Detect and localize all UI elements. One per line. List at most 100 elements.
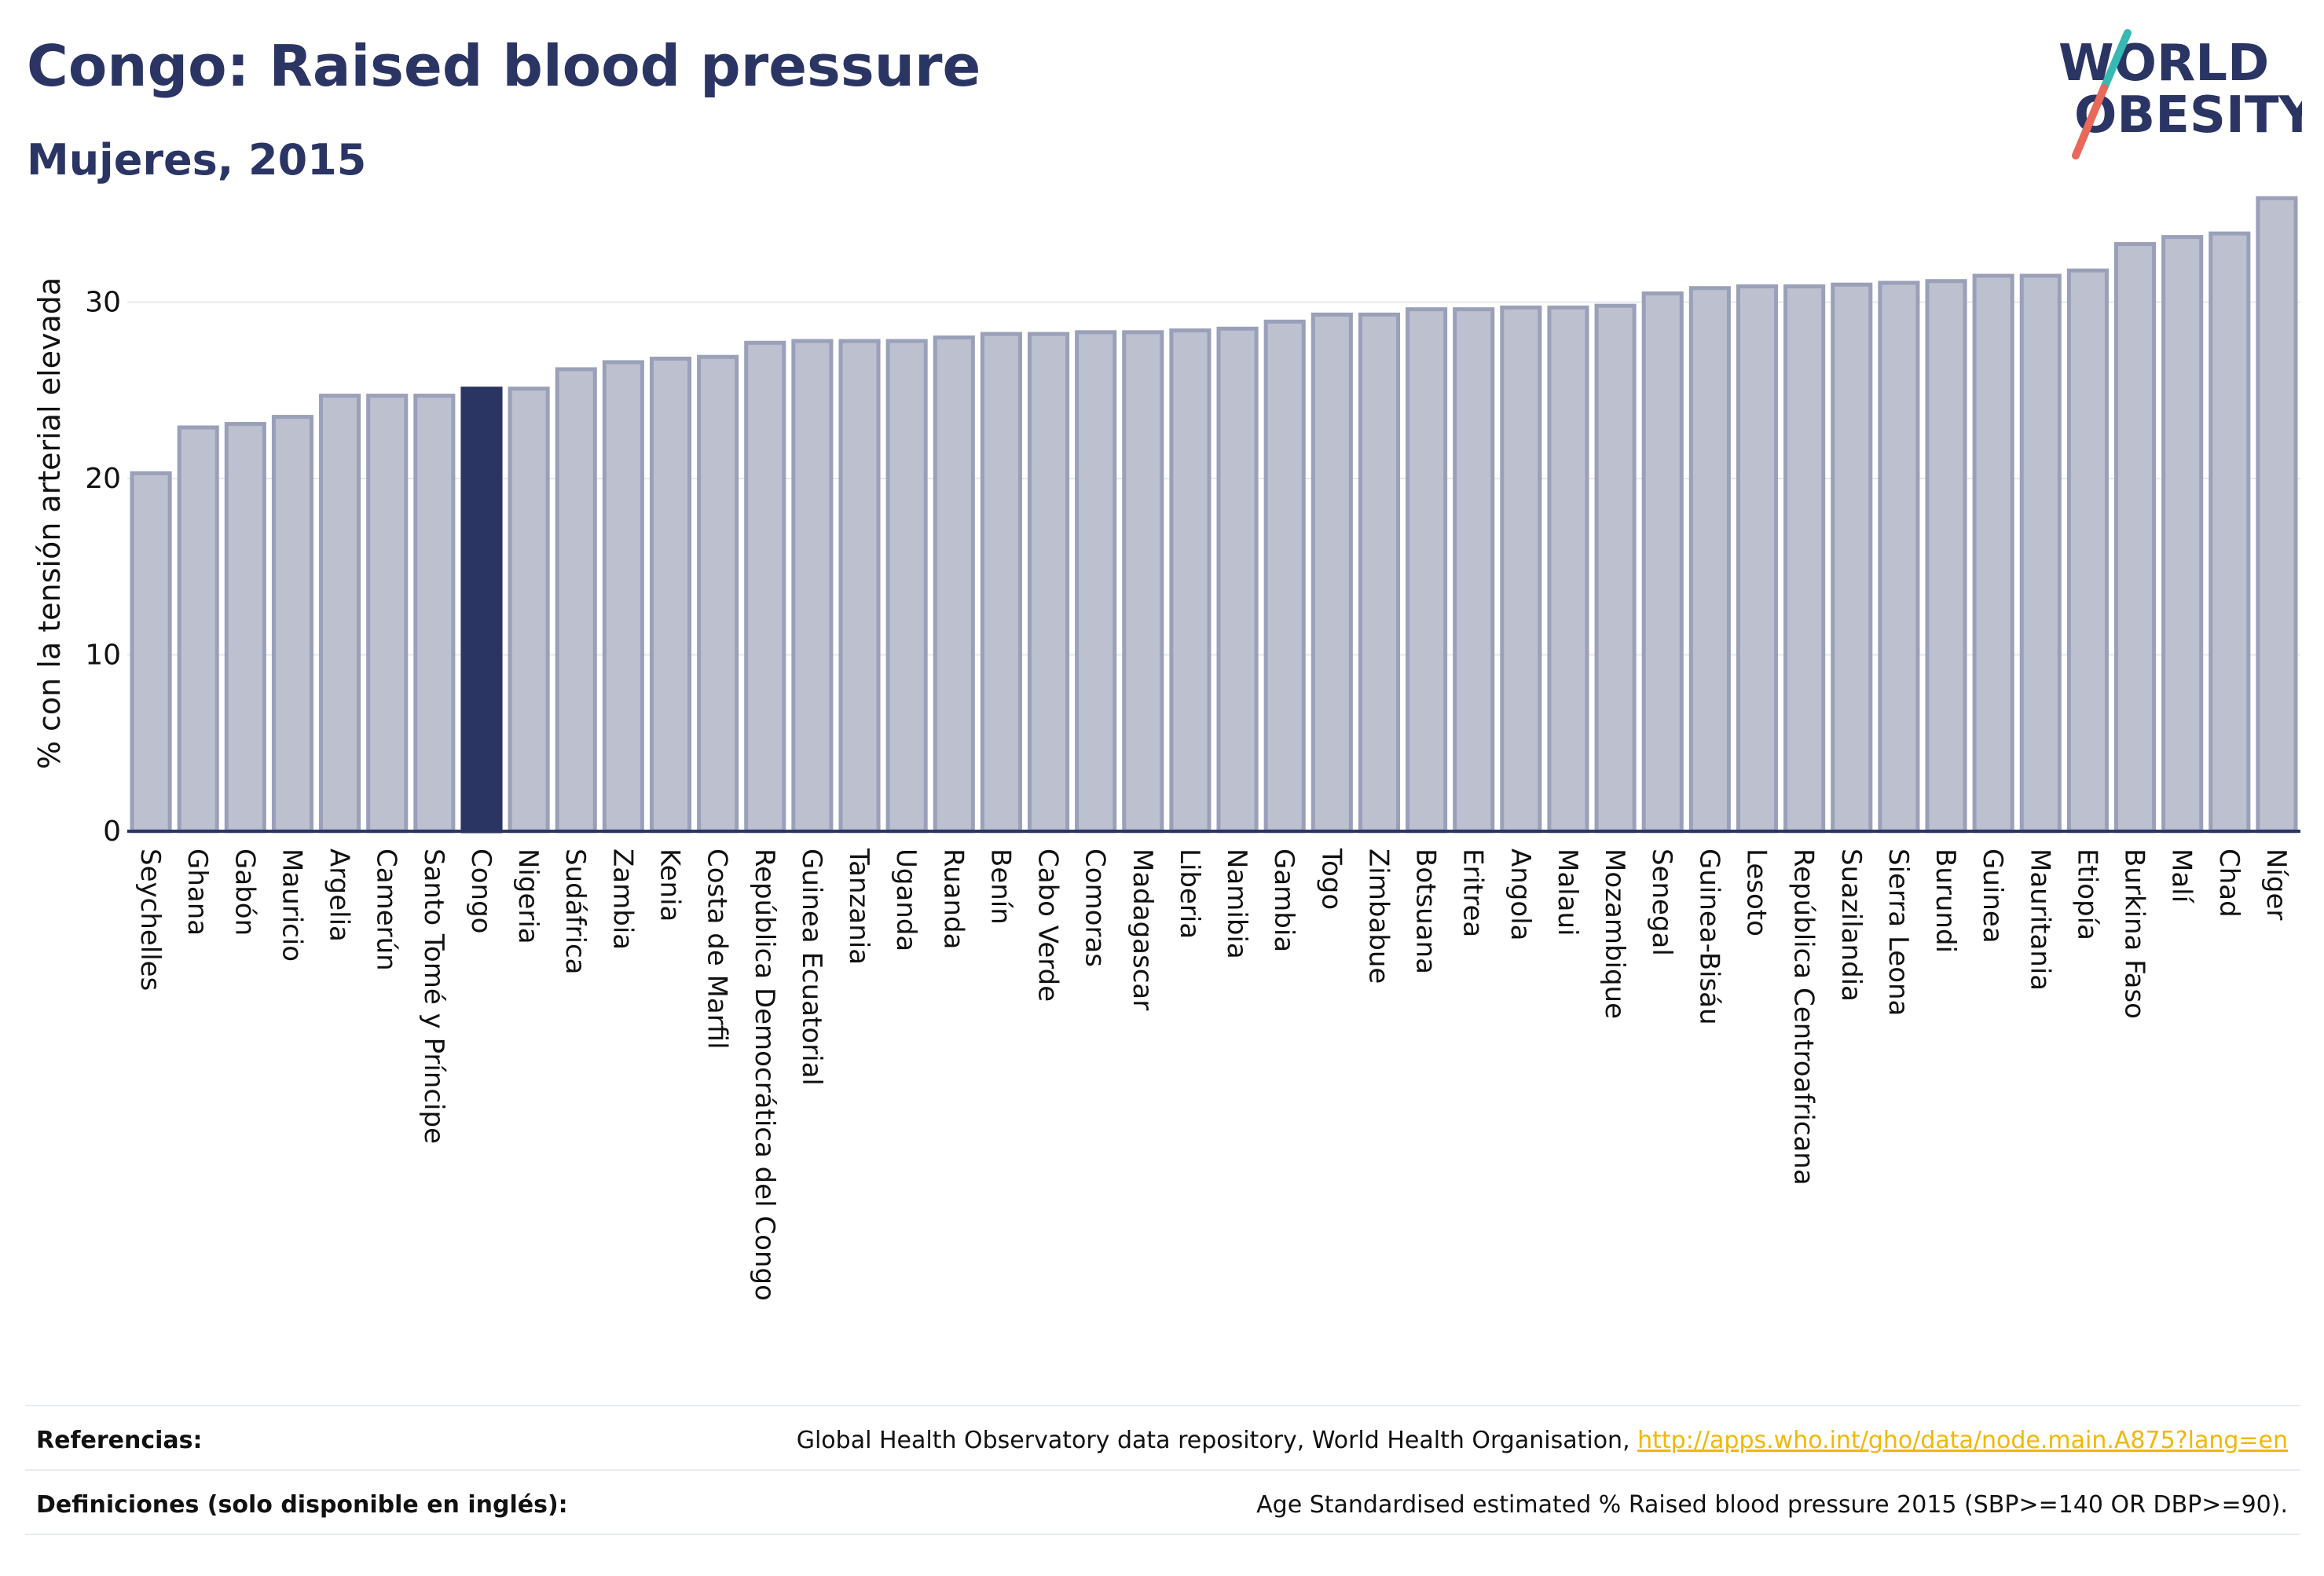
x-tick-label: Nigeria xyxy=(512,848,544,944)
x-tick-label: Burkina Faso xyxy=(2119,848,2150,1019)
bar-ruanda xyxy=(933,335,975,834)
x-tick-label: Lesoto xyxy=(1741,848,1772,936)
x-tick-label: Etiopía xyxy=(2071,848,2102,940)
page-title: Congo: Raised blood pressure xyxy=(27,33,981,99)
x-tick-label: Ghana xyxy=(181,848,213,936)
x-tick-label: Botsuana xyxy=(1410,848,1442,974)
bar-mauritania xyxy=(2019,273,2062,834)
x-tick-label: Sierra Leona xyxy=(1882,848,1914,1016)
footer-divider-middle xyxy=(25,1469,2300,1471)
bar-eritrea xyxy=(1453,307,1495,834)
definitions-text: Age Standardised estimated % Raised bloo… xyxy=(1256,1491,2288,1519)
x-tick-label: Tanzania xyxy=(843,848,874,965)
y-tick-label: 30 xyxy=(85,287,121,319)
logo-line2: OBESITY xyxy=(2074,86,2302,145)
x-tick-label: República Centroafricana xyxy=(1788,848,1820,1186)
x-tick-label: Guinea xyxy=(1977,848,2008,944)
x-tick-label: Suazilandia xyxy=(1835,848,1867,1002)
bar-togo xyxy=(1310,312,1353,834)
footer-divider-bottom xyxy=(25,1534,2300,1535)
y-tick-label: 10 xyxy=(85,640,121,672)
x-tick-label: Mauritania xyxy=(2024,848,2055,991)
bar-argelia xyxy=(319,394,361,834)
x-tick-label: Mauricio xyxy=(276,848,307,962)
logo-slash-top xyxy=(2100,29,2132,92)
definitions-label: Definiciones (solo disponible en inglés)… xyxy=(36,1491,568,1519)
bar-sud-frica xyxy=(555,367,597,834)
references-label: Referencias: xyxy=(36,1427,203,1454)
bar-madagascar xyxy=(1122,330,1164,834)
x-tick-label: Ruanda xyxy=(937,848,969,949)
bar-suazilandia xyxy=(1831,282,1873,834)
x-tick-label: Burundi xyxy=(1930,848,1961,953)
y-tick-label: 20 xyxy=(85,463,121,495)
references-link[interactable]: http://apps.who.int/gho/data/node.main.A… xyxy=(1637,1427,2288,1454)
x-tick-label: Cabo Verde xyxy=(1032,848,1064,1002)
axis-layer: 0 10 20 30 xyxy=(85,287,2300,848)
x-tick-label: Mozambique xyxy=(1599,848,1630,1019)
bar-cabo-verde xyxy=(1027,332,1070,834)
bar-malaui xyxy=(1547,305,1589,834)
world-obesity-logo: WORLD OBESITY xyxy=(2058,29,2302,159)
x-tick-label: Costa de Marfil xyxy=(702,848,733,1050)
bar-guinea-ecuatorial xyxy=(791,339,834,834)
bar-costa-de-marfil xyxy=(697,354,739,834)
bar-rep-blica-democr-tica-del-congo xyxy=(744,340,786,834)
x-tick-label: Senegal xyxy=(1646,848,1677,956)
labels-layer: Seychelles Ghana Gabón Mauricio Argelia Camer… xyxy=(134,848,2292,1301)
x-tick-label: Níger xyxy=(2260,848,2292,920)
x-tick-label: Camerún xyxy=(371,848,402,971)
bar-gab-n xyxy=(224,422,266,834)
bar-nigeria xyxy=(508,387,550,834)
x-tick-label: Namibia xyxy=(1221,848,1252,959)
bar-burkina-faso xyxy=(2113,242,2157,834)
bar-camer-n xyxy=(366,394,409,834)
x-tick-label: Sudáfrica xyxy=(559,848,591,974)
bar-uganda xyxy=(885,339,928,834)
bar-botsuana xyxy=(1406,307,1448,834)
bars-layer xyxy=(130,196,2298,834)
logo-slash-bottom xyxy=(2072,84,2108,159)
references-value: Global Health Observatory data repositor… xyxy=(797,1427,2288,1454)
x-tick-label: Chad xyxy=(2213,848,2245,918)
bar-santo-tom-y-pr-ncipe xyxy=(413,394,456,834)
bar-angola xyxy=(1500,305,1542,834)
bar-congo xyxy=(460,387,503,834)
bar-ghana xyxy=(177,425,219,834)
bar-zimbabue xyxy=(1358,312,1401,834)
bar-mauricio xyxy=(271,415,314,834)
bar-guinea xyxy=(1972,273,2014,834)
x-tick-label: Gabón xyxy=(229,848,260,936)
bar-lesoto xyxy=(1736,284,1779,834)
x-tick-label: Togo xyxy=(1315,848,1347,910)
y-axis-label: % con la tensión arterial elevada xyxy=(32,277,67,769)
bar-senegal xyxy=(1641,291,1684,834)
bar-kenia xyxy=(649,356,692,834)
x-tick-label: Benín xyxy=(984,848,1016,925)
x-tick-label: Gambia xyxy=(1268,848,1299,952)
bar-ben-n xyxy=(980,332,1022,834)
bar-zambia xyxy=(602,360,644,834)
bar-liberia xyxy=(1169,328,1211,834)
x-tick-label: Angola xyxy=(1505,848,1536,940)
x-tick-label: República Democrática del Congo xyxy=(749,848,780,1301)
x-tick-label: Guinea-Bisáu xyxy=(1693,848,1725,1025)
bar-etiop-a xyxy=(2066,268,2109,834)
bar-namibia xyxy=(1216,326,1259,834)
bar-guinea-bis-u xyxy=(1688,286,1731,834)
bar-chart: 0 10 20 30 Seychelles Ghana Gabón Mauricio Arge… xyxy=(32,196,2300,1301)
x-tick-label: Argelia xyxy=(324,848,355,942)
x-tick-label: Liberia xyxy=(1174,848,1205,939)
bar-tanzania xyxy=(838,339,881,834)
bar-rep-blica-centroafricana xyxy=(1783,284,1826,834)
x-tick-label: Malaui xyxy=(1552,848,1583,936)
page-subtitle: Mujeres, 2015 xyxy=(27,135,367,185)
bar-n-ger xyxy=(2256,196,2298,834)
x-tick-label: Zambia xyxy=(607,848,638,950)
x-tick-label: Comoras xyxy=(1080,848,1111,967)
bar-mal- xyxy=(2161,235,2204,834)
bar-gambia xyxy=(1263,319,1306,834)
x-tick-label: Congo xyxy=(465,848,497,933)
x-tick-label: Seychelles xyxy=(134,848,166,991)
references-text: Global Health Observatory data repositor… xyxy=(796,1427,1638,1454)
